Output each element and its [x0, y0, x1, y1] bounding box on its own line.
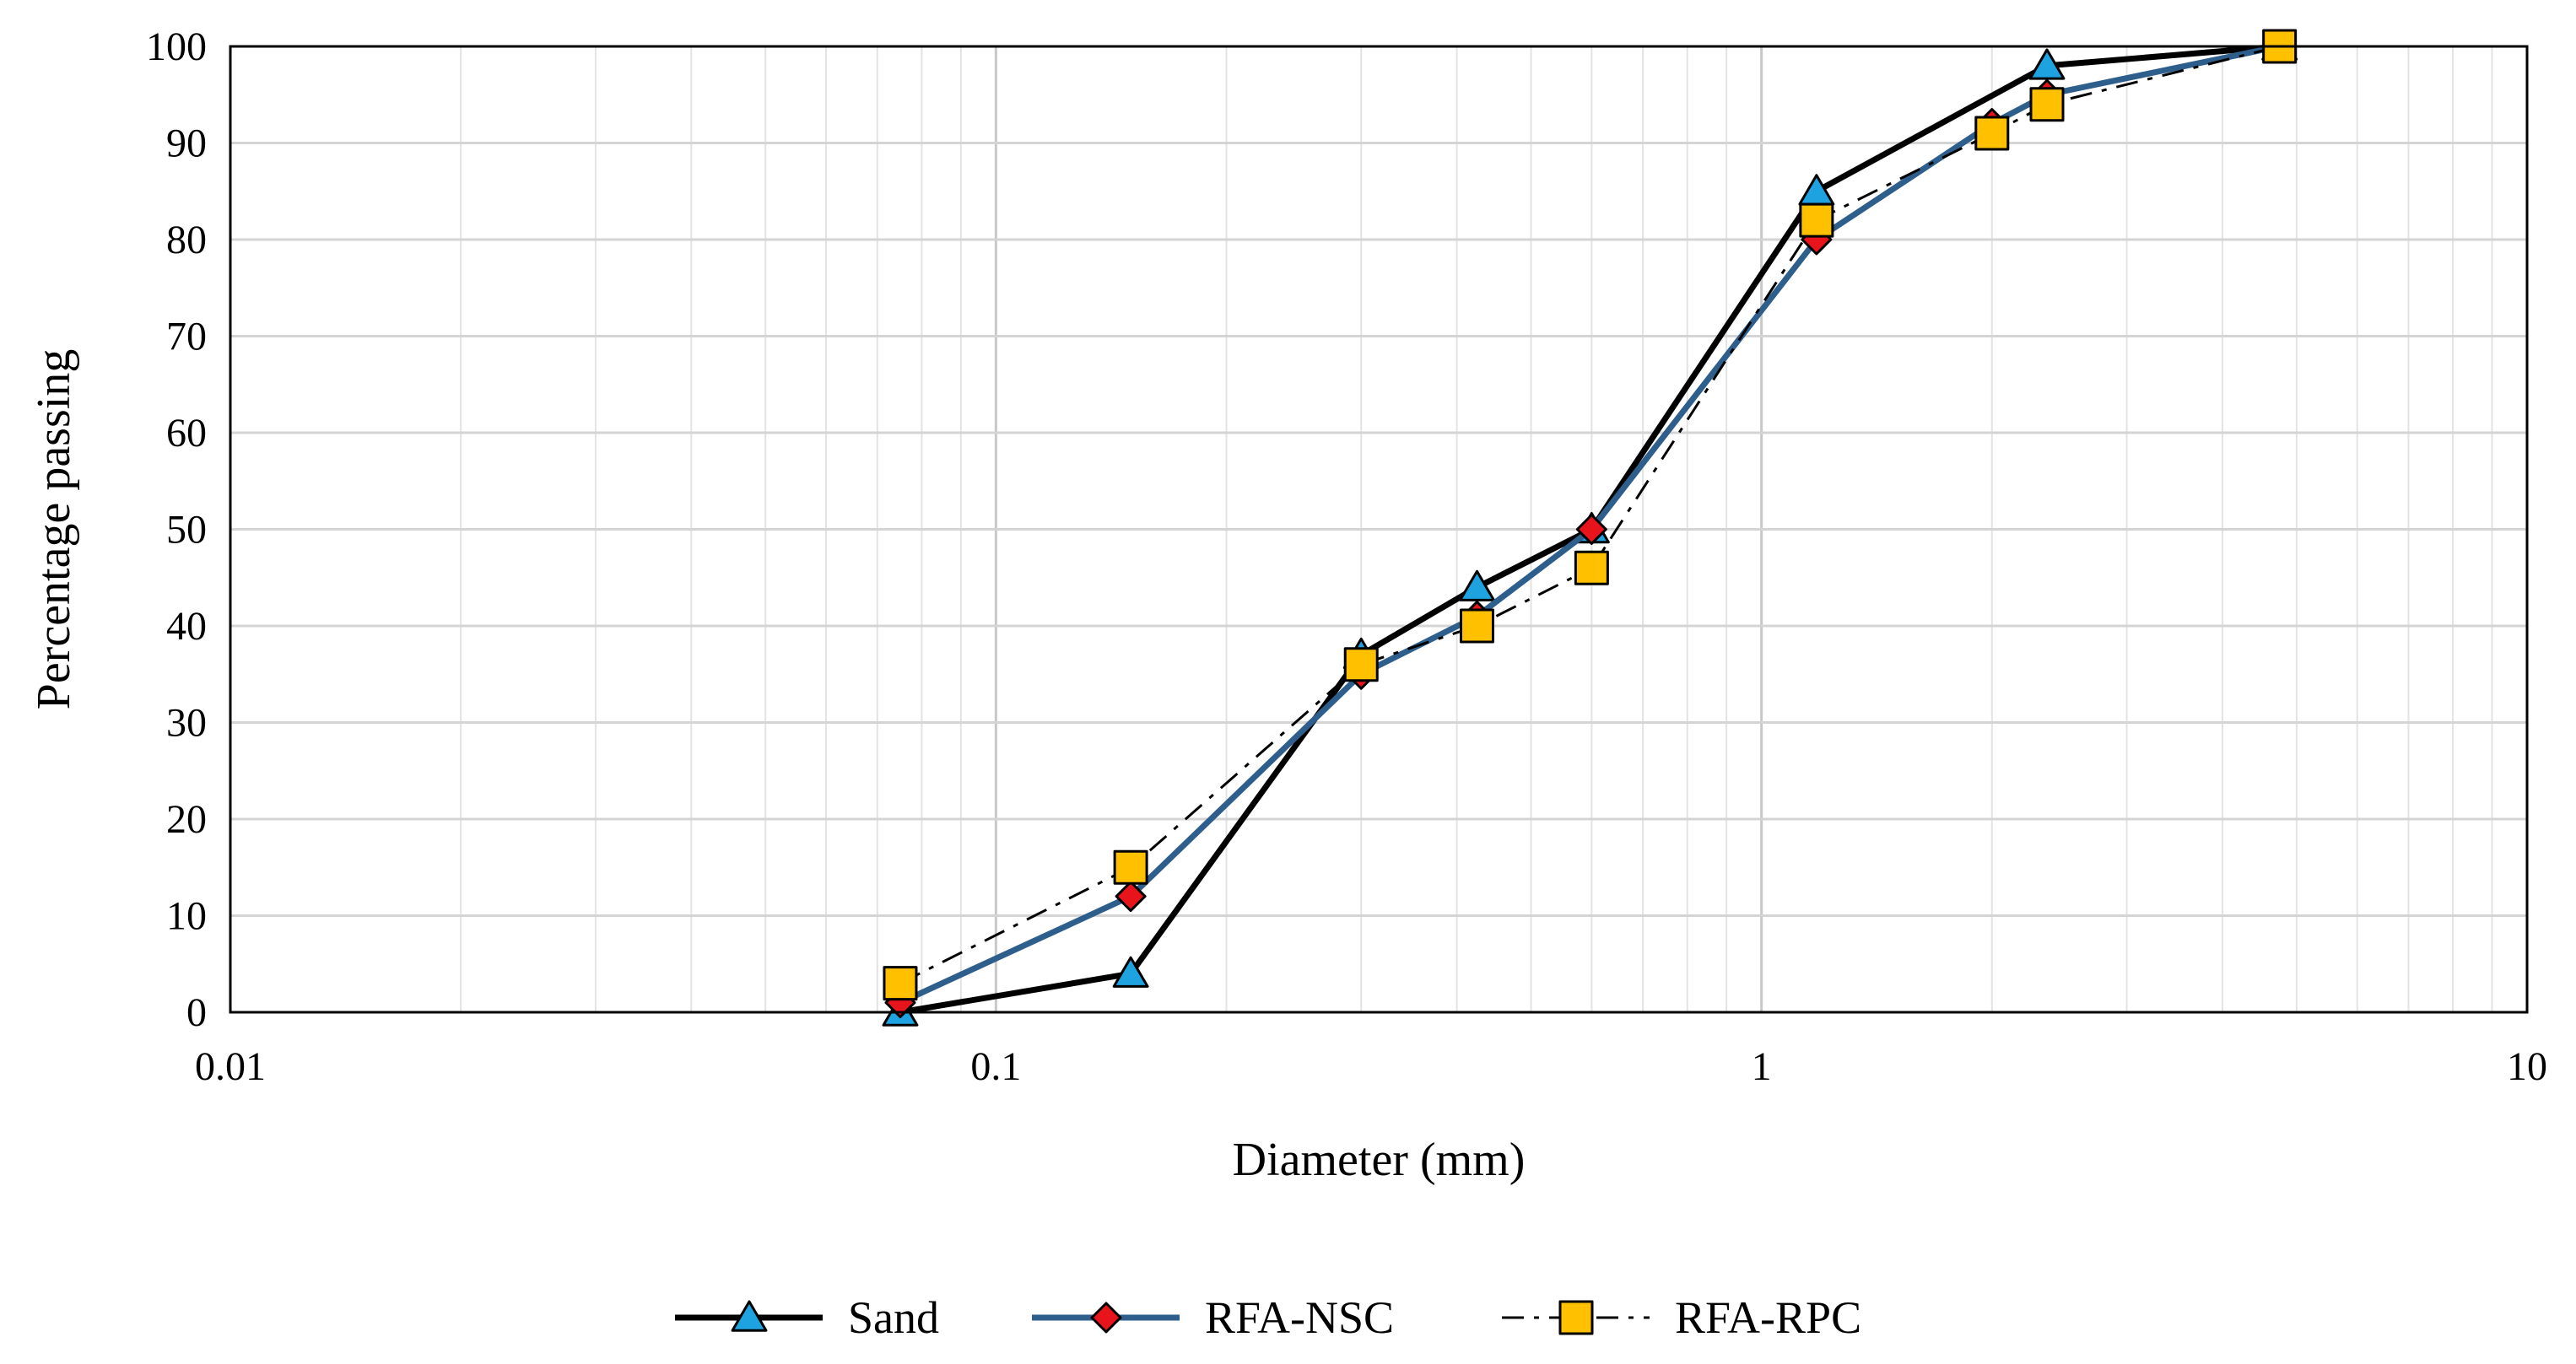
legend-marker: [1090, 1302, 1122, 1334]
data-point: [2029, 87, 2065, 122]
legend-label: Sand: [848, 1292, 939, 1343]
y-tick-label: 100: [146, 24, 207, 69]
y-tick-label: 50: [166, 508, 207, 553]
y-tick-labels: 0 10 20 30 40 50 60 70 80 90 100: [146, 24, 207, 1035]
y-tick-label: 40: [166, 604, 207, 649]
plot-frame: [229, 45, 2529, 1014]
y-tick-label: 60: [166, 411, 207, 456]
legend: Sand RFA-NSC RFA-RPC: [675, 1292, 1861, 1343]
legend-marker: [731, 1300, 768, 1332]
y-tick-label: 70: [166, 315, 207, 359]
x-tick-labels: 0.01 0.1 1 10: [195, 1044, 2547, 1089]
data-point: [1115, 881, 1147, 913]
legend-item: RFA-NSC: [1032, 1292, 1394, 1343]
legend-label: RFA-RPC: [1675, 1292, 1861, 1343]
x-tick-label: 0.1: [970, 1044, 1021, 1089]
data-point: [1113, 849, 1148, 885]
data-point: [1459, 569, 1495, 601]
y-tick-label: 90: [166, 121, 207, 166]
data-point: [1112, 956, 1149, 988]
x-tick-label: 10: [2507, 1044, 2547, 1089]
y-tick-label: 10: [166, 894, 207, 939]
legend-label: RFA-NSC: [1205, 1292, 1394, 1343]
data-point: [1799, 202, 1834, 238]
x-tick-label: 0.01: [195, 1044, 266, 1089]
series-rfa-nsc: [884, 30, 2296, 1019]
y-tick-label: 80: [166, 218, 207, 262]
y-axis-title: Percentage passing: [28, 349, 80, 710]
y-tick-label: 0: [186, 990, 207, 1035]
series-line: [899, 43, 2280, 1016]
legend-item: Sand: [675, 1292, 939, 1343]
series-layer: [882, 29, 2298, 1027]
data-point: [1343, 647, 1379, 682]
data-point: [1575, 514, 1607, 545]
y-tick-label: 20: [166, 797, 207, 842]
data-point: [2028, 48, 2066, 80]
data-point: [1974, 116, 2010, 151]
data-point: [1798, 174, 1835, 206]
data-point: [1574, 550, 1609, 585]
x-tick-label: 1: [1752, 1044, 1772, 1089]
data-point: [1459, 608, 1494, 644]
legend-item: RFA-RPC: [1502, 1292, 1861, 1343]
data-point: [883, 966, 918, 1001]
grid-major: [229, 45, 2529, 1014]
y-tick-label: 30: [166, 701, 207, 746]
legend-marker: [1558, 1300, 1594, 1335]
x-axis-title: Diameter (mm): [1233, 1134, 1526, 1186]
